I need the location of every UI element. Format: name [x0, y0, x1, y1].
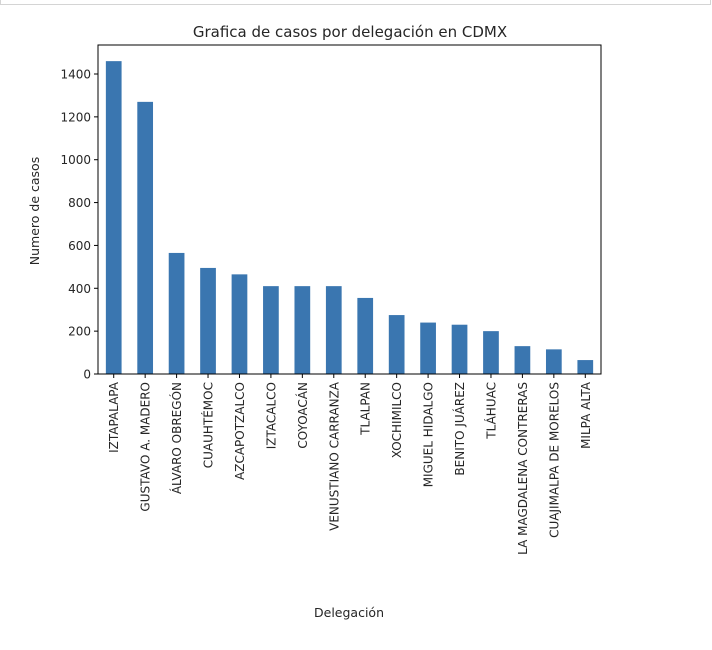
chart-title: Grafica de casos por delegación en CDMX	[193, 23, 507, 41]
x-tick-label: ÁLVARO OBREGÓN	[169, 382, 184, 494]
x-tick-label: MILPA ALTA	[579, 381, 593, 449]
bar-13	[514, 346, 531, 374]
x-tick-label: CUAJIMALPA DE MORELOS	[547, 382, 561, 538]
bar-9	[388, 315, 405, 374]
y-tick-label: 400	[68, 282, 91, 296]
bar-2	[168, 252, 185, 374]
x-tick-label: GUSTAVO A. MADERO	[139, 382, 153, 512]
bar-5	[263, 286, 279, 374]
x-tick-label: BENITO JUÁREZ	[452, 382, 467, 476]
x-tick-label: IZTAPALAPA	[107, 381, 121, 453]
x-tick-label: TLÁHUAC	[483, 382, 498, 440]
x-axis-title: Delegación	[314, 605, 384, 620]
x-axis: IZTAPALAPA GUSTAVO A. MADERO ÁLVARO OBREGÓ…	[107, 374, 593, 555]
bar-6	[294, 286, 311, 374]
plot-frame	[97, 44, 602, 375]
y-tick-label: 200	[68, 325, 91, 339]
y-tick-label: 800	[68, 196, 91, 210]
x-tick-label: XOCHIMILCO	[390, 382, 404, 458]
x-tick-label: VENUSTIANO CARRANZA	[327, 381, 341, 531]
bar-0	[105, 61, 122, 374]
bar-3	[200, 267, 216, 374]
bar-10	[420, 322, 436, 374]
y-axis-title: Numero de casos	[27, 157, 42, 265]
x-tick-label: IZTACALCO	[264, 382, 278, 449]
y-tick-label: 600	[68, 239, 91, 253]
bar-7	[325, 286, 342, 374]
bar-1	[137, 101, 154, 375]
y-axis: 0 200 400 600 800 1000 1200 1400	[60, 68, 98, 382]
bar-11	[451, 324, 468, 374]
x-tick-label: CUAUHTÉMOC	[201, 382, 216, 468]
y-tick-label: 1000	[60, 153, 91, 167]
x-tick-label: COYOACÁN	[295, 382, 310, 449]
bars-group	[105, 61, 594, 375]
y-tick-label: 0	[83, 368, 91, 382]
cell-output-border	[0, 0, 711, 5]
bar-8	[357, 297, 374, 374]
y-tick-label: 1400	[60, 68, 91, 82]
bar-15	[577, 360, 594, 374]
x-tick-label: AZCAPOTZALCO	[233, 382, 247, 480]
x-tick-label: LA MAGDALENA CONTRERAS	[516, 382, 530, 555]
bar-14	[545, 349, 562, 374]
bar-4	[231, 274, 248, 374]
x-tick-label: TLALPAN	[359, 382, 373, 436]
x-tick-label: MIGUEL HIDALGO	[422, 382, 436, 487]
y-tick-label: 1200	[60, 110, 91, 124]
bar-12	[483, 331, 499, 374]
